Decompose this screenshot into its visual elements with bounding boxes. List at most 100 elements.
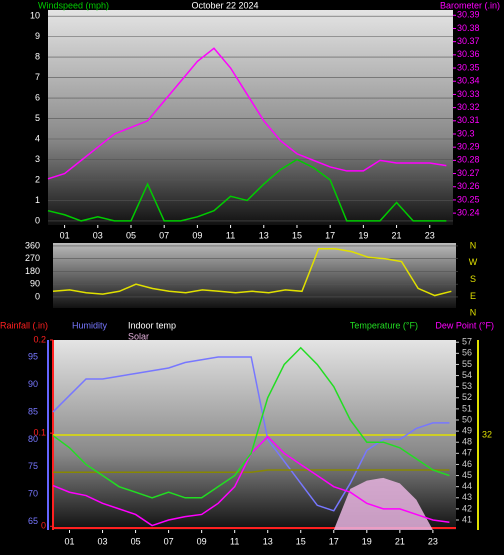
y-tick-label: 8 (35, 51, 40, 61)
y-tick-label: 7 (35, 72, 40, 82)
y2-tick-label: 30.31 (457, 115, 480, 125)
x-tick-label: 09 (197, 536, 207, 546)
y2-tick-label: 30.29 (457, 142, 480, 152)
rain-tick-label: 0 (41, 521, 46, 531)
y2-tick-label: 56 (462, 348, 472, 358)
x-tick-label: 05 (126, 230, 136, 240)
y2-tick-label: 30.33 (457, 89, 480, 99)
series-line (47, 47, 447, 180)
x-tick-label: 15 (292, 230, 302, 240)
x-tick-label: 19 (362, 536, 372, 546)
series-line (52, 356, 450, 512)
series-line (47, 158, 447, 222)
x-tick-label: 23 (425, 230, 435, 240)
plot-area (48, 10, 453, 225)
y2-tick-label: 30.34 (457, 76, 480, 86)
x-tick-label: 17 (329, 536, 339, 546)
x-tick-label: 13 (263, 536, 273, 546)
x-tick-label: 03 (98, 536, 108, 546)
y-tick-label: 5 (35, 113, 40, 123)
x-tick-label: 07 (159, 230, 169, 240)
x-tick-label: 01 (60, 230, 70, 240)
y2-tick-label: 51 (462, 403, 472, 413)
y2-tick-label: 30.39 (457, 10, 480, 20)
x-tick-label: 19 (358, 230, 368, 240)
compass-label: W (469, 257, 478, 267)
y-tick-label: 80 (28, 434, 38, 444)
y-tick-label: 4 (35, 133, 40, 143)
y-tick-label: 2 (35, 174, 40, 184)
series-line (53, 469, 450, 473)
y2-tick-label: 44 (462, 481, 472, 491)
x-tick-label: 07 (164, 536, 174, 546)
y2-tick-label: 30.24 (457, 208, 480, 218)
y-tick-label: 90 (28, 379, 38, 389)
legend-label: Windspeed (mph) (38, 0, 109, 10)
y-tick-label: 0 (35, 291, 40, 301)
y2-tick-label: 41 (462, 514, 472, 524)
legend-label: Dew Point (°F) (435, 320, 494, 330)
y-tick-label: 85 (28, 406, 38, 416)
x-tick-label: 01 (65, 536, 75, 546)
y-tick-label: 95 (28, 351, 38, 361)
x-tick-label: 05 (131, 536, 141, 546)
rain-tick-label: 0.2 (33, 334, 46, 344)
y-tick-label: 1 (35, 195, 40, 205)
y2-tick-label: 30.28 (457, 155, 480, 165)
series-line (52, 248, 452, 297)
x-tick-label: 23 (428, 536, 438, 546)
y-tick-label: 90 (30, 279, 40, 289)
y-tick-label: 6 (35, 92, 40, 102)
y2-tick-label: 30.35 (457, 62, 480, 72)
x-tick-label: 15 (296, 536, 306, 546)
rain-axis-title: Rainfall (.in) (0, 320, 48, 330)
chart-title: October 22 2024 (191, 0, 258, 10)
x-tick-label: 21 (395, 536, 405, 546)
y2-tick-label: 54 (462, 370, 472, 380)
y2-tick-label: 30.27 (457, 168, 480, 178)
compass-label: N (470, 240, 477, 250)
x-tick-label: 21 (392, 230, 402, 240)
y2-tick-label: 47 (462, 448, 472, 458)
legend-label: Barometer (.in) (440, 0, 500, 10)
y2-tick-label: 30.37 (457, 36, 480, 46)
y2-tick-label: 30.26 (457, 181, 480, 191)
y2-tick-label: 49 (462, 425, 472, 435)
y-tick-label: 70 (28, 489, 38, 499)
legend-label: Solar (128, 331, 149, 341)
y-tick-label: 0 (35, 215, 40, 225)
y-tick-label: 65 (28, 516, 38, 526)
freezing-label: 32 (482, 429, 492, 439)
legend-label: Temperature (°F) (350, 320, 418, 330)
y-tick-label: 270 (25, 253, 40, 263)
y2-tick-label: 50 (462, 414, 472, 424)
y2-tick-label: 30.38 (457, 23, 480, 33)
y2-tick-label: 43 (462, 492, 472, 502)
y2-tick-label: 53 (462, 381, 472, 391)
x-tick-label: 11 (226, 230, 235, 240)
y2-tick-label: 52 (462, 392, 472, 402)
legend-label: Indoor temp (128, 320, 176, 330)
x-tick-label: 13 (259, 230, 269, 240)
y-tick-label: 10 (30, 11, 40, 21)
y-tick-label: 180 (25, 266, 40, 276)
y2-tick-label: 48 (462, 437, 472, 447)
y2-tick-label: 30.32 (457, 102, 480, 112)
x-tick-label: 17 (325, 230, 335, 240)
y-tick-label: 9 (35, 31, 40, 41)
compass-label: N (470, 308, 477, 318)
y2-tick-label: 30.3 (457, 128, 475, 138)
x-tick-label: 03 (93, 230, 103, 240)
y2-tick-label: 57 (462, 337, 472, 347)
rain-tick-label: 0.1 (33, 428, 46, 438)
solar-area (333, 477, 433, 530)
legend-label: Humidity (72, 320, 108, 330)
series-line (52, 346, 450, 499)
y2-tick-label: 42 (462, 503, 472, 513)
y2-tick-label: 30.25 (457, 194, 480, 204)
x-tick-label: 11 (230, 536, 239, 546)
y2-tick-label: 45 (462, 470, 472, 480)
y-tick-label: 75 (28, 461, 38, 471)
y-tick-label: 3 (35, 154, 40, 164)
